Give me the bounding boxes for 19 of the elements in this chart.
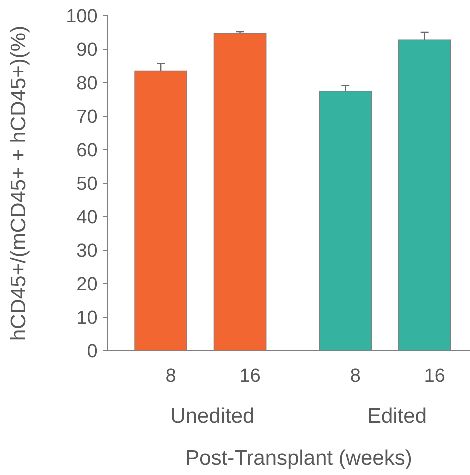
text: Unedited <box>172 408 254 424</box>
y-tick-label: 60 <box>78 143 98 157</box>
x-axis-title: Post-Transplant (weeks) <box>187 450 412 470</box>
x-tick-label: 16 <box>241 368 260 382</box>
y-tick-label: 20 <box>78 277 98 291</box>
y-tick-label: 0 <box>88 344 98 358</box>
y-tick-label: 70 <box>78 110 98 124</box>
y-tick-label: 10 <box>78 310 98 324</box>
text: Edited <box>369 408 426 424</box>
x-tick-label: 8 <box>166 368 176 382</box>
y-tick-label: 90 <box>78 42 98 56</box>
x-tick-label: 16 <box>426 368 445 382</box>
y-tick-label: 50 <box>77 176 98 190</box>
y-tick-label: 40 <box>77 210 98 224</box>
y-tick-label: 30 <box>77 244 98 258</box>
y-tick-label: 80 <box>77 76 98 90</box>
y-axis-title: hCD45+/(mCD45+ + hCD45+)(%) <box>10 27 30 340</box>
x-tick-label: 8 <box>351 368 360 382</box>
y-tick-label: 100 <box>68 9 98 23</box>
